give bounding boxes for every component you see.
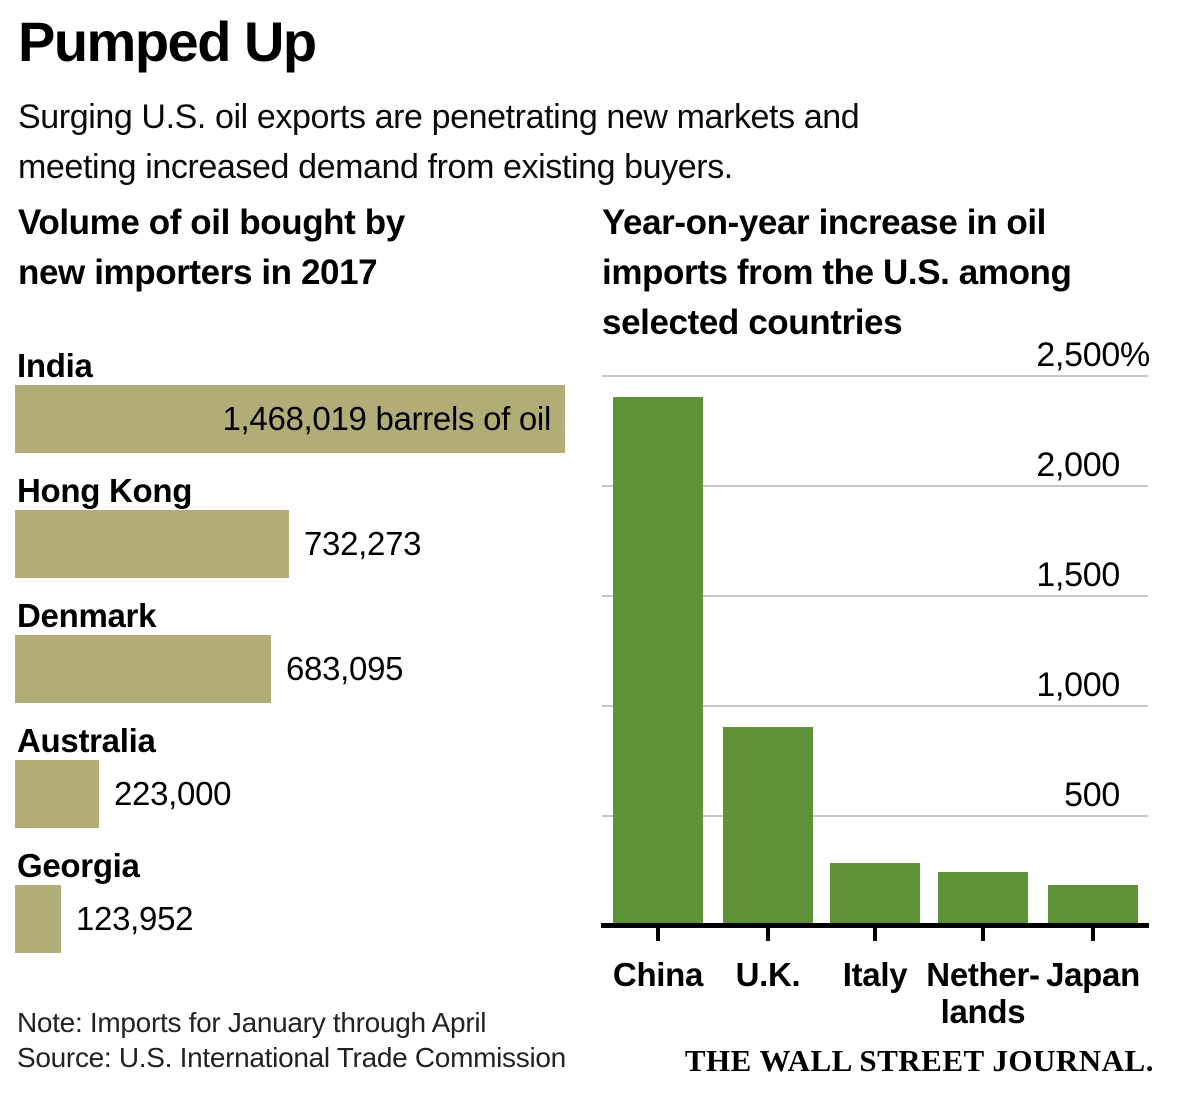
x-axis-label-line: China [612, 956, 704, 993]
x-axis-label-italy: Italy [785, 956, 965, 993]
x-axis-label-china: China [568, 956, 748, 993]
bar-japan [1048, 885, 1138, 925]
y-axis-label-500-number: 500 [1064, 776, 1120, 814]
bar-label-denmark: Denmark [17, 597, 157, 634]
bar-italy [830, 863, 920, 925]
bar-label-india: India [17, 347, 93, 384]
bar-australia [15, 760, 99, 828]
percent-sign: % [1120, 336, 1150, 374]
bar-label-australia: Australia [17, 722, 156, 759]
subtitle-line-1: Surging U.S. oil exports are penetrating… [18, 98, 860, 136]
bar-label-hong-kong: Hong Kong [17, 472, 193, 509]
gridline-1500 [602, 595, 1148, 597]
gridline-1000 [602, 705, 1148, 707]
y-axis-label-500: 500 [900, 777, 1120, 813]
wsj-logo: THE WALL STREET JOURNAL. [684, 1043, 1154, 1078]
note-text: Note: Imports for January through April [17, 1007, 487, 1038]
bar-value-india: 1,468,019 barrels of oil [222, 400, 551, 437]
y-axis-label-2500-number: 2,500 [1036, 336, 1120, 374]
right-chart-title-line-2: imports from the U.S. among [602, 253, 1072, 292]
x-axis-label-line: lands [940, 993, 1026, 1030]
tick-japan [1091, 928, 1095, 941]
bar-uk [723, 727, 813, 925]
y-axis-label-2000-number: 2,000 [1036, 446, 1120, 484]
y-axis-label-2500: 2,500% [900, 336, 1150, 374]
tick-netherlands [981, 928, 985, 941]
bar-value-denmark: 683,095 [286, 650, 404, 687]
gridline-2000 [602, 485, 1148, 487]
y-axis-label-1000: 1,000 [900, 667, 1120, 703]
page-title: Pumped Up [18, 10, 317, 73]
bar-india: 1,468,019 barrels of oil [15, 385, 565, 453]
right-chart-title-line-3: selected countries [602, 303, 903, 342]
gridline-2500 [602, 375, 1148, 377]
bar-hong-kong [15, 510, 289, 578]
x-axis-label-netherlands: Nether- lands [893, 956, 1073, 1030]
bar-value-hong-kong: 732,273 [304, 525, 422, 562]
tick-china [656, 928, 660, 941]
y-axis-label-1000-number: 1,000 [1036, 666, 1120, 704]
left-chart-title-line-1: Volume of oil bought by [18, 203, 405, 242]
bar-denmark [15, 635, 271, 703]
x-axis-label-line: Italy [842, 956, 908, 993]
bar-value-georgia: 123,952 [76, 900, 194, 937]
left-chart-title-line-2: new importers in 2017 [18, 253, 378, 292]
subtitle-line-2: meeting increased demand from existing b… [18, 148, 733, 186]
bar-netherlands [938, 872, 1028, 925]
y-axis-label-2000: 2,000 [900, 447, 1120, 483]
x-axis-label-japan: Japan [1003, 956, 1180, 993]
source-text: Source: U.S. International Trade Commiss… [17, 1042, 566, 1073]
x-axis-label-line: U.K. [735, 956, 801, 993]
y-axis-label-1500-number: 1,500 [1036, 556, 1120, 594]
y-axis-label-1500: 1,500 [900, 557, 1120, 593]
x-axis-label-line: Nether- [926, 956, 1040, 993]
bar-label-georgia: Georgia [17, 847, 140, 884]
bar-value-australia: 223,000 [114, 775, 232, 812]
tick-uk [766, 928, 770, 941]
x-axis-label-line: Japan [1046, 956, 1140, 993]
x-axis-label-uk: U.K. [678, 956, 858, 993]
bar-china [613, 397, 703, 925]
tick-italy [873, 928, 877, 941]
x-axis-baseline [601, 923, 1149, 928]
right-chart-title-line-1: Year-on-year increase in oil [602, 203, 1047, 242]
gridline-500 [602, 815, 1148, 817]
bar-georgia [15, 885, 61, 953]
